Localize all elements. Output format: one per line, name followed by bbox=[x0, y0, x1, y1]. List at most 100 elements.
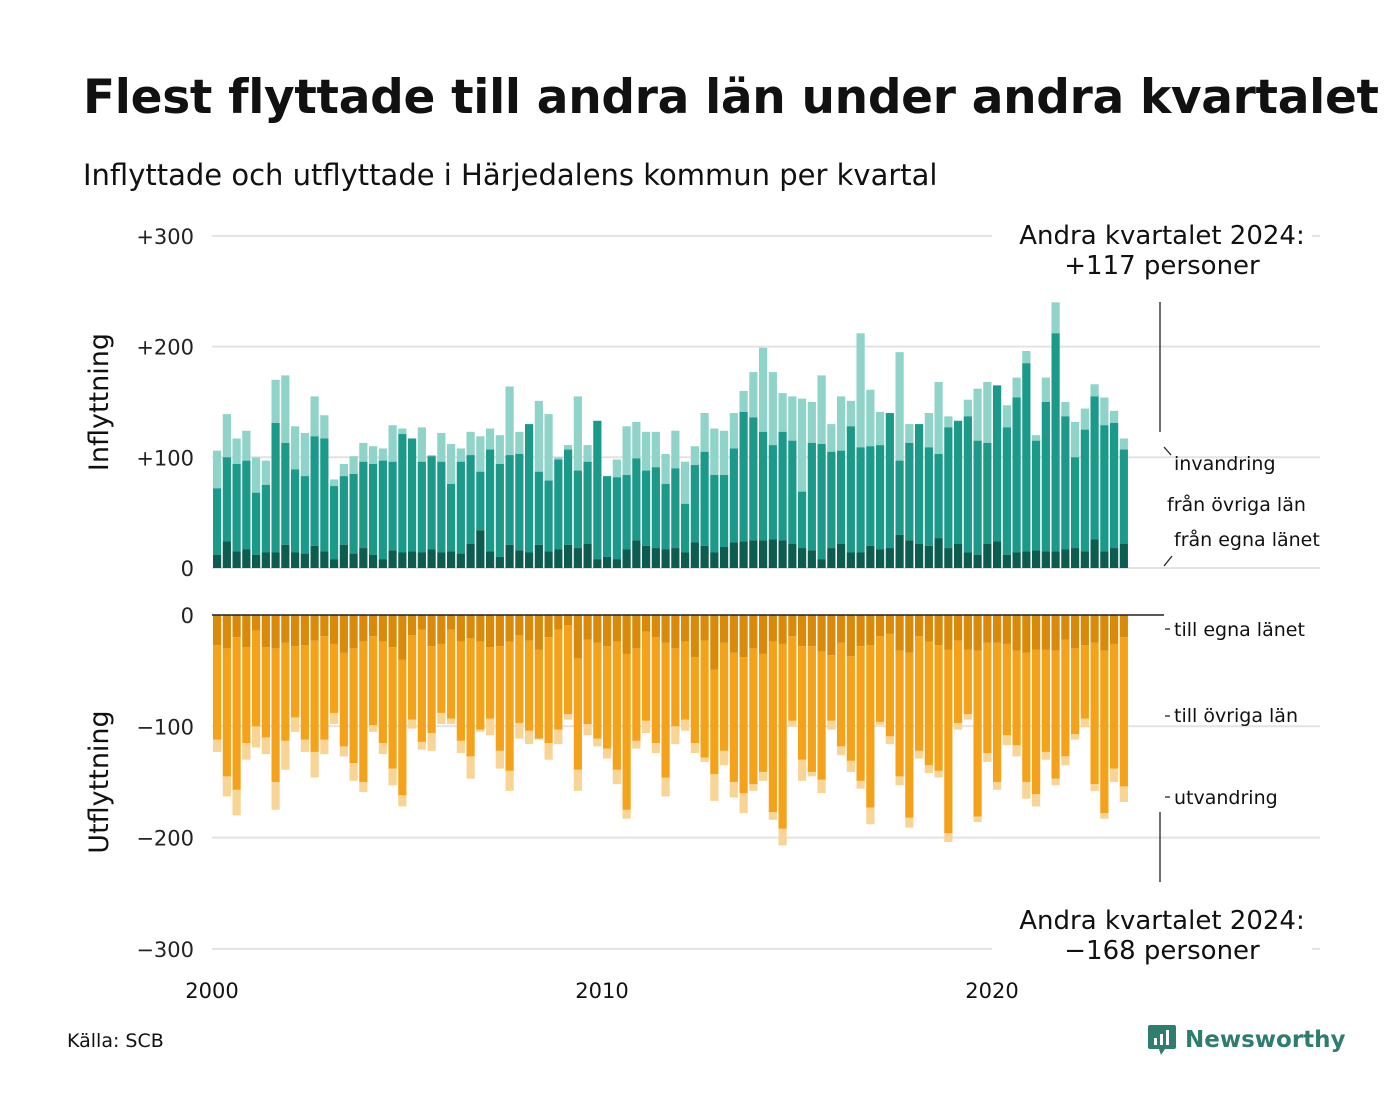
bar-outflow-emigration bbox=[973, 816, 982, 823]
annotation-inflow-line2: +117 personer bbox=[1064, 251, 1260, 281]
bar-inflow-other-counties bbox=[232, 463, 241, 552]
bar-inflow-immigration bbox=[768, 372, 777, 446]
bar-outflow-other-counties bbox=[905, 652, 914, 818]
bar-outflow-other-counties bbox=[495, 646, 504, 751]
annotation-outflow-line2: −168 personer bbox=[1064, 936, 1260, 966]
y-tick-label: −300 bbox=[136, 938, 194, 962]
bar-outflow-own-county bbox=[1110, 615, 1119, 644]
bar-outflow-own-county bbox=[349, 615, 358, 649]
bar-outflow-emigration bbox=[642, 720, 651, 733]
bar-outflow-other-counties bbox=[427, 646, 436, 733]
bar-inflow-immigration bbox=[456, 448, 465, 462]
bar-inflow-immigration bbox=[388, 425, 397, 462]
bar-outflow-other-counties bbox=[671, 648, 680, 727]
bar-inflow-immigration bbox=[447, 444, 456, 484]
bar-inflow-own-county bbox=[271, 552, 280, 568]
bar-outflow-own-county bbox=[222, 615, 231, 649]
bar-inflow-immigration bbox=[466, 431, 475, 456]
bar-inflow-other-counties bbox=[1022, 363, 1031, 552]
bar-outflow-other-counties bbox=[1090, 642, 1099, 785]
bar-outflow-other-counties bbox=[378, 641, 387, 743]
bar-outflow-emigration bbox=[1080, 718, 1089, 728]
bar-outflow-own-county bbox=[817, 615, 826, 652]
bar-inflow-other-counties bbox=[681, 503, 690, 553]
bar-inflow-immigration bbox=[1100, 397, 1109, 426]
bar-inflow-own-county bbox=[846, 552, 855, 568]
bar-outflow-emigration bbox=[632, 740, 641, 749]
bar-inflow-immigration bbox=[310, 396, 319, 437]
annotation-box bbox=[992, 902, 1312, 968]
bar-outflow-other-counties bbox=[222, 648, 231, 777]
source-note: Källa: SCB bbox=[67, 1030, 164, 1052]
bar-outflow-own-county bbox=[924, 615, 933, 642]
bar-outflow-own-county bbox=[603, 615, 612, 647]
bar-inflow-immigration bbox=[1110, 410, 1119, 423]
bar-outflow-emigration bbox=[252, 726, 261, 748]
bar-outflow-own-county bbox=[252, 615, 261, 631]
bar-outflow-other-counties bbox=[1080, 645, 1089, 719]
y-axis-title-outflow: Utflyttning bbox=[84, 710, 115, 853]
bar-outflow-other-counties bbox=[310, 640, 319, 752]
bar-outflow-other-counties bbox=[915, 636, 924, 751]
bar-outflow-other-counties bbox=[798, 646, 807, 760]
bar-inflow-other-counties bbox=[339, 476, 348, 545]
bar-inflow-other-counties bbox=[671, 468, 680, 549]
bar-outflow-own-county bbox=[1100, 615, 1109, 651]
bar-outflow-other-counties bbox=[759, 653, 768, 772]
bar-inflow-immigration bbox=[700, 413, 709, 452]
bar-outflow-own-county bbox=[895, 615, 904, 651]
bar-inflow-other-counties bbox=[1100, 425, 1109, 552]
bar-inflow-own-county bbox=[359, 548, 368, 568]
bar-inflow-immigration bbox=[622, 426, 631, 476]
bar-inflow-other-counties bbox=[1119, 449, 1128, 544]
bar-outflow-emigration bbox=[495, 750, 504, 769]
bar-inflow-immigration bbox=[437, 432, 446, 462]
bar-outflow-emigration bbox=[963, 714, 972, 720]
bar-inflow-other-counties bbox=[749, 417, 758, 541]
bar-inflow-other-counties bbox=[330, 486, 339, 560]
bar-inflow-other-counties bbox=[778, 431, 787, 541]
bar-inflow-other-counties bbox=[505, 455, 514, 545]
bar-inflow-other-counties bbox=[729, 448, 738, 543]
bar-inflow-other-counties bbox=[1080, 429, 1089, 552]
bar-outflow-other-counties bbox=[837, 642, 846, 747]
bar-inflow-immigration bbox=[1022, 351, 1031, 364]
bar-inflow-other-counties bbox=[573, 470, 582, 549]
bar-inflow-own-county bbox=[583, 543, 592, 568]
bar-outflow-emigration bbox=[291, 717, 300, 732]
bar-outflow-own-county bbox=[778, 615, 787, 644]
bar-inflow-own-county bbox=[778, 540, 787, 568]
bar-outflow-other-counties bbox=[330, 643, 339, 713]
bar-outflow-emigration bbox=[505, 770, 514, 791]
bar-inflow-own-county bbox=[437, 552, 446, 568]
brand-logo: Newsworthy bbox=[1147, 1023, 1346, 1057]
bar-inflow-immigration bbox=[213, 450, 222, 489]
bar-outflow-other-counties bbox=[1100, 650, 1109, 814]
bar-outflow-own-county bbox=[1071, 615, 1080, 649]
bar-inflow-other-counties bbox=[973, 440, 982, 555]
bar-inflow-other-counties bbox=[437, 461, 446, 553]
bar-inflow-immigration bbox=[291, 426, 300, 470]
bar-outflow-own-county bbox=[681, 615, 690, 642]
bar-outflow-other-counties bbox=[398, 659, 407, 796]
bar-inflow-immigration bbox=[573, 396, 582, 471]
bar-inflow-other-counties bbox=[281, 442, 290, 545]
bar-inflow-own-county bbox=[973, 554, 982, 568]
bar-outflow-emigration bbox=[622, 809, 631, 819]
bar-outflow-emigration bbox=[369, 725, 378, 732]
bar-inflow-own-county bbox=[447, 551, 456, 568]
chart-subtitle: Inflyttade och utflyttade i Härjedalens … bbox=[83, 158, 938, 192]
bar-inflow-other-counties bbox=[1002, 427, 1011, 555]
bar-inflow-own-county bbox=[876, 549, 885, 568]
bar-inflow-own-county bbox=[710, 552, 719, 568]
bar-inflow-immigration bbox=[378, 448, 387, 461]
bar-outflow-own-county bbox=[1051, 615, 1060, 651]
bar-outflow-other-counties bbox=[476, 641, 485, 730]
bar-inflow-other-counties bbox=[1061, 416, 1070, 550]
bar-outflow-own-county bbox=[846, 615, 855, 657]
bar-inflow-immigration bbox=[544, 414, 553, 481]
bar-inflow-other-counties bbox=[525, 424, 534, 553]
bar-inflow-own-county bbox=[983, 543, 992, 568]
legend-inflow-own-county: från egna länet bbox=[1174, 528, 1320, 551]
bar-inflow-immigration bbox=[252, 457, 261, 493]
